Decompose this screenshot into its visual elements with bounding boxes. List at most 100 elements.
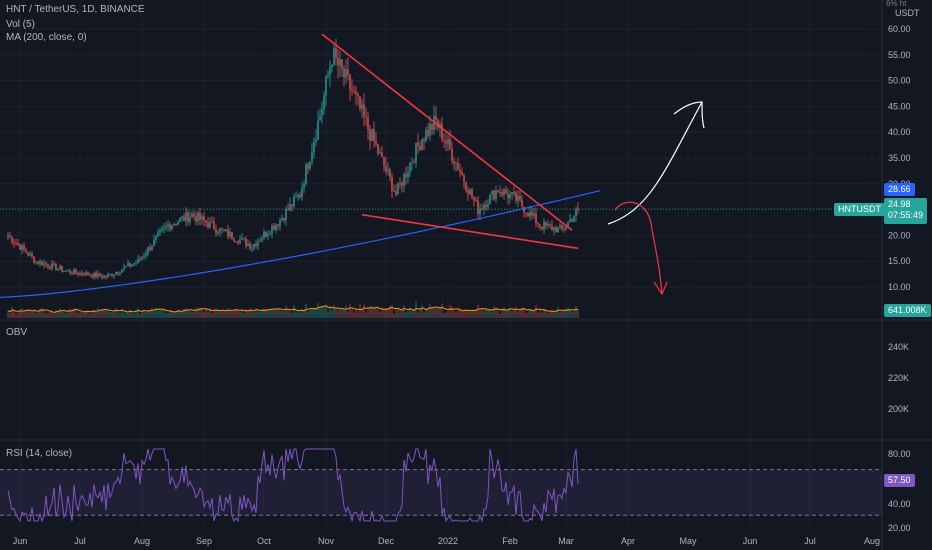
volume-bar (487, 310, 489, 318)
volume-bar (199, 307, 201, 318)
bearish-arrow-drawing[interactable] (614, 201, 663, 295)
candle-body (367, 117, 369, 130)
candle-body (335, 48, 337, 58)
falling-wedge-upper-line[interactable] (321, 33, 573, 231)
volume-bar (475, 309, 477, 318)
time-axis[interactable]: Jun Jul Aug Sep Oct Nov Dec 2022 Feb Mar Apr May Jun… (13, 536, 880, 546)
volume-bar (25, 310, 27, 318)
candle-body (425, 130, 427, 141)
volume-bar (307, 311, 309, 318)
candle-body (577, 208, 579, 210)
volume-bar (243, 313, 245, 318)
candle-body (267, 234, 269, 237)
volume-bar (577, 308, 579, 318)
symbol-legend[interactable]: HNT / TetherUS, 1D, BINANCE (6, 4, 145, 15)
candle-body (567, 221, 569, 227)
volume-bar (571, 312, 573, 318)
volume-bar (515, 307, 517, 318)
volume-bar (187, 309, 189, 318)
last-price-tag: 24.98 07:55:49 (884, 198, 928, 224)
volume-bar (219, 311, 221, 318)
candle-body (381, 152, 383, 157)
volume-bar (209, 308, 211, 318)
volume-bar (99, 310, 101, 318)
volume-bar (205, 308, 207, 318)
candle-body (385, 165, 387, 172)
volume-bar (481, 309, 483, 318)
candle-body (273, 226, 275, 230)
bullish-arrowhead-drawing[interactable] (673, 101, 705, 129)
volume-bar (363, 304, 365, 318)
volume-bar (195, 307, 197, 318)
candle-body (339, 59, 341, 66)
volume-bar (41, 308, 43, 318)
volume-bar (467, 311, 469, 318)
candle-body (277, 224, 279, 226)
candle-body (111, 273, 113, 276)
candle-body (143, 255, 145, 257)
volume-bar (223, 310, 225, 318)
volume-bar (341, 309, 343, 318)
volume-bar (563, 310, 565, 318)
volume-bar (395, 308, 397, 318)
volume-bar (455, 312, 457, 318)
volume-bar (215, 308, 217, 318)
candle-body (497, 190, 499, 192)
obv-legend[interactable]: OBV (6, 327, 28, 338)
volume-bar (7, 310, 9, 318)
falling-wedge-lower-line[interactable] (361, 213, 579, 250)
volume-bar (309, 309, 311, 318)
volume-bar (311, 308, 313, 318)
candle-body (63, 270, 65, 272)
candle-body (357, 94, 359, 97)
candle-body (409, 163, 411, 173)
candle-body (265, 231, 267, 237)
price-tick-label: 10.00 (888, 282, 911, 292)
candle-body (315, 139, 317, 142)
bearish-arrowhead-drawing[interactable] (653, 281, 668, 296)
bullish-arrow-drawing[interactable] (607, 101, 703, 225)
volume-bar (463, 309, 465, 318)
candle-body (473, 197, 475, 201)
volume-legend[interactable]: Vol (5) (6, 19, 35, 30)
candle-body (451, 148, 453, 161)
candle-body (97, 273, 99, 277)
candle-body (547, 224, 549, 226)
candle-body (313, 141, 315, 152)
candle-body (427, 130, 429, 136)
volume-bar (303, 309, 305, 318)
volume-bar (131, 310, 133, 318)
candle-body (283, 218, 285, 221)
candle-body (375, 141, 377, 145)
candle-body (81, 272, 83, 275)
candle-body (389, 169, 391, 177)
candle-body (43, 263, 45, 266)
candle-body (413, 162, 415, 164)
ma-legend[interactable]: MA (200, close, 0) (6, 32, 87, 43)
candle-body (529, 211, 531, 217)
candle-body (557, 227, 559, 233)
candle-body (133, 263, 135, 265)
candle-body (231, 231, 233, 240)
volume-bar (465, 309, 467, 318)
candle-body (369, 129, 371, 141)
candle-body (29, 253, 31, 256)
candle-body (109, 273, 111, 275)
volume-bar (165, 313, 167, 318)
volume-bar (101, 308, 103, 318)
volume-bar (149, 310, 151, 318)
candle-body (467, 190, 469, 195)
candle-body (489, 194, 491, 204)
candle-body (527, 213, 529, 217)
time-tick-label: Sep (196, 536, 212, 546)
rsi-legend[interactable]: RSI (14, close) (6, 448, 73, 459)
volume-bar (77, 312, 79, 318)
candle-body (469, 189, 471, 195)
candle-body (507, 193, 509, 199)
volume-bar (157, 310, 159, 318)
volume-bar (31, 312, 33, 318)
candle-body (477, 200, 479, 215)
volume-bar (23, 311, 25, 318)
volume-bar (545, 310, 547, 318)
